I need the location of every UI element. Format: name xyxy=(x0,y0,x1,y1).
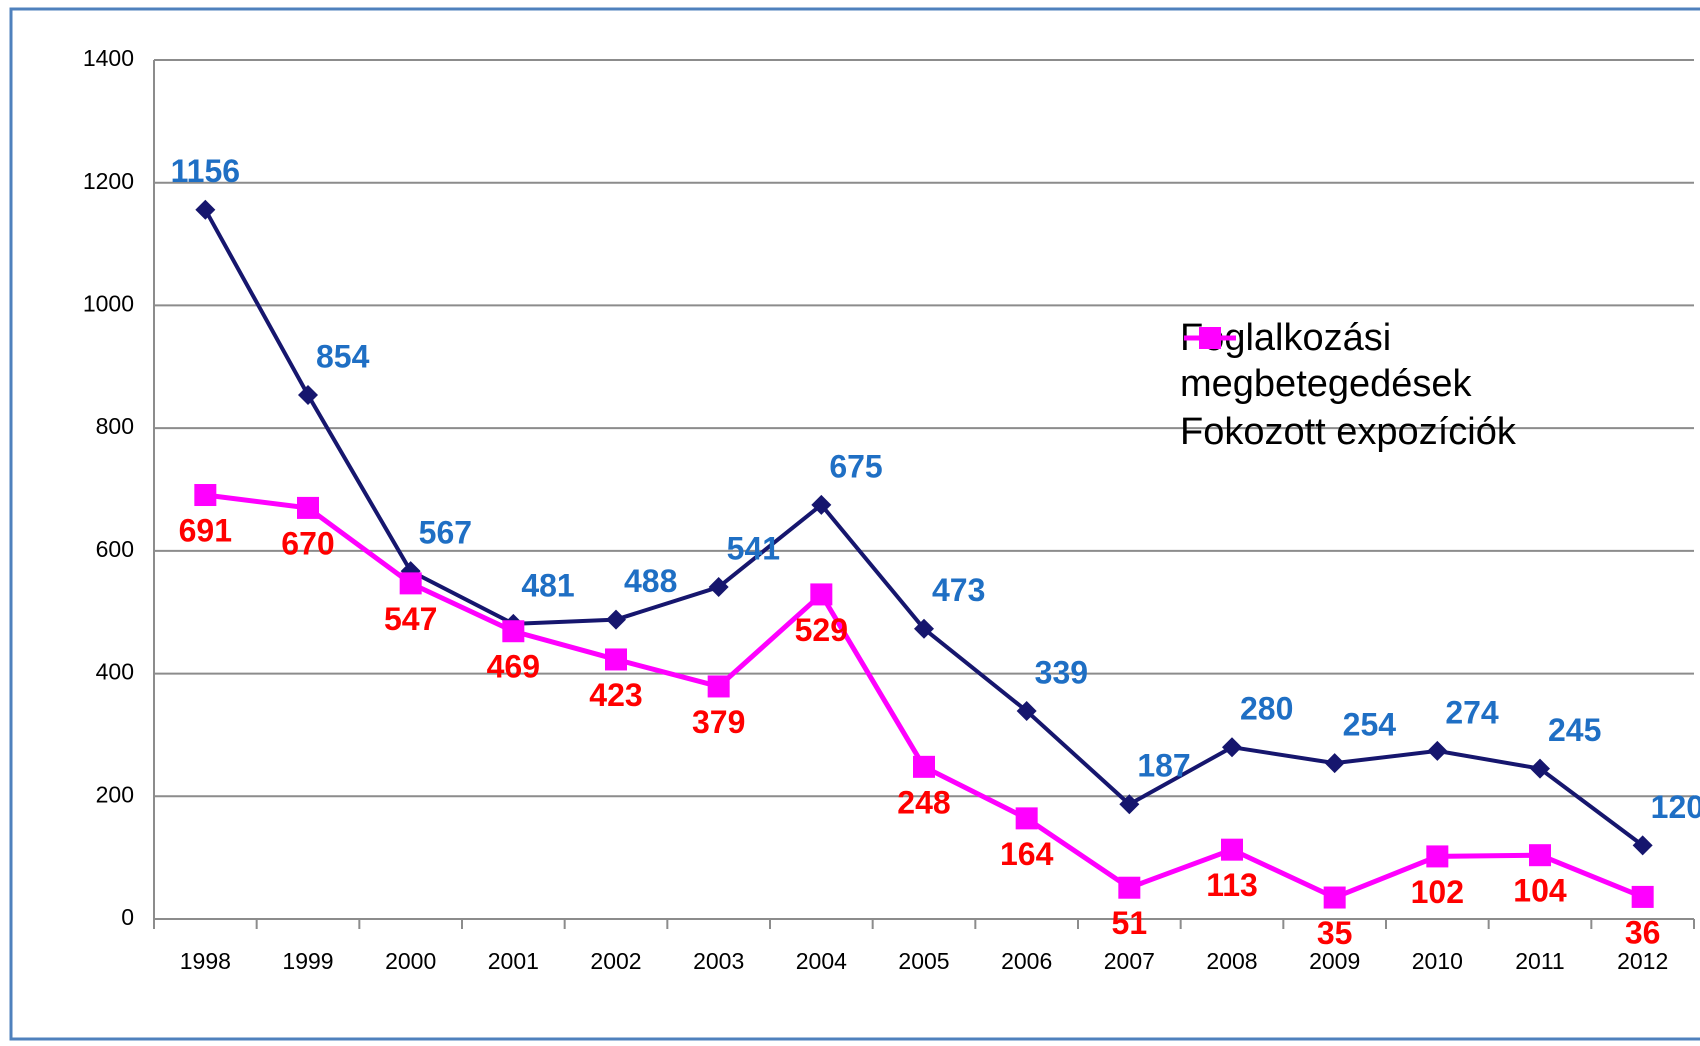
x-tick-label: 2011 xyxy=(1515,948,1564,974)
y-tick-label: 0 xyxy=(121,904,134,930)
data-label: 854 xyxy=(316,338,370,374)
x-tick-label: 2012 xyxy=(1617,948,1668,974)
data-label: 469 xyxy=(487,649,540,685)
data-label: 541 xyxy=(727,531,780,567)
data-label: 164 xyxy=(1000,836,1054,872)
y-tick-label: 1200 xyxy=(83,168,134,194)
x-tick-label: 2006 xyxy=(1001,948,1052,974)
marker xyxy=(1427,740,1448,761)
data-label: 245 xyxy=(1548,712,1601,748)
series-line xyxy=(205,492,1644,901)
data-label: 481 xyxy=(521,567,574,603)
data-label: 187 xyxy=(1137,748,1190,784)
data-label: 113 xyxy=(1206,867,1258,903)
x-tick-label: 2007 xyxy=(1104,948,1155,974)
marker xyxy=(606,609,626,630)
frame xyxy=(9,7,1700,1041)
marker xyxy=(298,385,318,406)
data-label: 35 xyxy=(1317,915,1353,951)
marker xyxy=(1221,838,1243,861)
x-tick-label: 2005 xyxy=(898,948,949,974)
marker xyxy=(1631,885,1654,908)
x-tick-label: 2010 xyxy=(1412,948,1463,974)
data-label: 254 xyxy=(1343,707,1397,743)
marker xyxy=(194,484,217,507)
y-tick-label: 400 xyxy=(96,659,134,685)
marker xyxy=(1323,886,1346,909)
data-label: 36 xyxy=(1625,914,1661,950)
y-tick-label: 600 xyxy=(96,536,134,562)
data-label: 691 xyxy=(179,512,232,548)
data-label: 547 xyxy=(384,601,437,637)
data-label: 379 xyxy=(692,704,745,740)
data-label: 473 xyxy=(932,572,985,608)
marker xyxy=(1530,758,1550,779)
y-tick-label: 800 xyxy=(96,413,134,439)
legend-item: Fokozott expozíciók xyxy=(1180,327,1570,455)
marker xyxy=(913,755,935,778)
x-tick-label: 2001 xyxy=(488,948,539,974)
marker xyxy=(811,494,832,515)
marker xyxy=(708,577,729,598)
marker xyxy=(1119,794,1140,815)
marker xyxy=(1324,753,1345,774)
data-label: 274 xyxy=(1445,694,1499,730)
marker xyxy=(1222,737,1242,758)
marker xyxy=(914,618,934,639)
data-label: 102 xyxy=(1411,874,1464,910)
data-label: 1156 xyxy=(171,153,240,189)
data-label: 529 xyxy=(795,612,848,648)
data-label: 104 xyxy=(1513,873,1567,909)
x-tick-label: 2008 xyxy=(1206,948,1257,974)
data-label: 339 xyxy=(1035,654,1088,690)
marker xyxy=(1426,845,1449,868)
legend-label: Fokozott expozíciók xyxy=(1180,411,1516,453)
legend: Foglalkozási megbetegedések Fokozott expo… xyxy=(1180,315,1570,457)
y-tick-label: 1000 xyxy=(83,291,134,317)
y-tick-label: 200 xyxy=(96,781,134,807)
marker xyxy=(297,496,319,519)
data-label: 51 xyxy=(1112,905,1148,941)
data-label: 280 xyxy=(1240,691,1293,727)
marker xyxy=(605,648,627,671)
marker xyxy=(1016,700,1037,721)
marker xyxy=(707,675,730,698)
legend-key xyxy=(1184,327,1236,349)
data-label: 670 xyxy=(281,525,334,561)
data-label: 120 xyxy=(1651,789,1700,825)
x-tick-label: 2000 xyxy=(385,948,436,974)
x-tick-label: 2004 xyxy=(796,948,847,974)
data-label: 423 xyxy=(589,677,642,713)
x-tick-label: 2009 xyxy=(1309,948,1360,974)
data-label: 248 xyxy=(897,784,950,820)
x-tick-label: 2002 xyxy=(590,948,641,974)
data-label: 675 xyxy=(829,448,882,484)
legend-marker xyxy=(1199,327,1221,349)
marker xyxy=(399,572,422,595)
x-tick-label: 1999 xyxy=(282,948,333,974)
marker xyxy=(810,583,833,606)
marker xyxy=(1632,835,1653,856)
data-label: 488 xyxy=(624,563,677,599)
y-tick-label: 1400 xyxy=(83,45,134,71)
x-tick-label: 2003 xyxy=(693,948,744,974)
marker xyxy=(195,199,216,220)
marker xyxy=(1015,807,1038,830)
marker xyxy=(1529,844,1551,867)
marker xyxy=(1118,876,1141,899)
marker xyxy=(502,620,525,643)
data-label: 567 xyxy=(419,515,472,551)
x-tick-label: 1998 xyxy=(180,948,231,974)
